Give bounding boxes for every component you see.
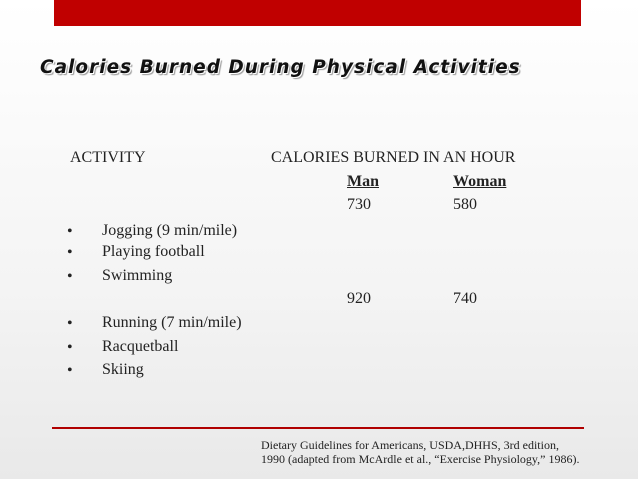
man-column-header: Man (347, 173, 379, 190)
activity-item: Running (7 min/mile) (102, 314, 242, 331)
bottom-divider (52, 427, 584, 429)
woman-column-header: Woman (453, 173, 507, 190)
activity-item: Jogging (9 min/mile) (102, 222, 238, 239)
activity-column-header: ACTIVITY (70, 149, 146, 166)
group1-woman-value: 580 (453, 196, 477, 213)
bullet-icon: • (67, 362, 73, 379)
citation-line-2: 1990 (adapted from McArdle et al., “Exer… (261, 452, 580, 466)
bullet-icon: • (67, 339, 73, 356)
activity-item: Playing football (102, 243, 205, 260)
bullet-icon: • (67, 268, 73, 285)
slide-title: Calories Burned During Physical Activiti… (40, 57, 521, 78)
bullet-icon: • (67, 223, 73, 240)
group1-man-value: 730 (347, 196, 371, 213)
group2-man-value: 920 (347, 290, 371, 307)
top-accent-bar (54, 0, 581, 26)
calories-column-header: CALORIES BURNED IN AN HOUR (271, 149, 516, 166)
citation-line-1: Dietary Guidelines for Americans, USDA,D… (261, 438, 559, 452)
activity-item: Racquetball (102, 338, 179, 355)
group2-woman-value: 740 (453, 290, 477, 307)
activity-item: Swimming (102, 267, 173, 284)
activity-item: Skiing (102, 361, 144, 378)
bullet-icon: • (67, 315, 73, 332)
bullet-icon: • (67, 244, 73, 261)
source-citation: Dietary Guidelines for Americans, USDA,D… (261, 438, 579, 466)
